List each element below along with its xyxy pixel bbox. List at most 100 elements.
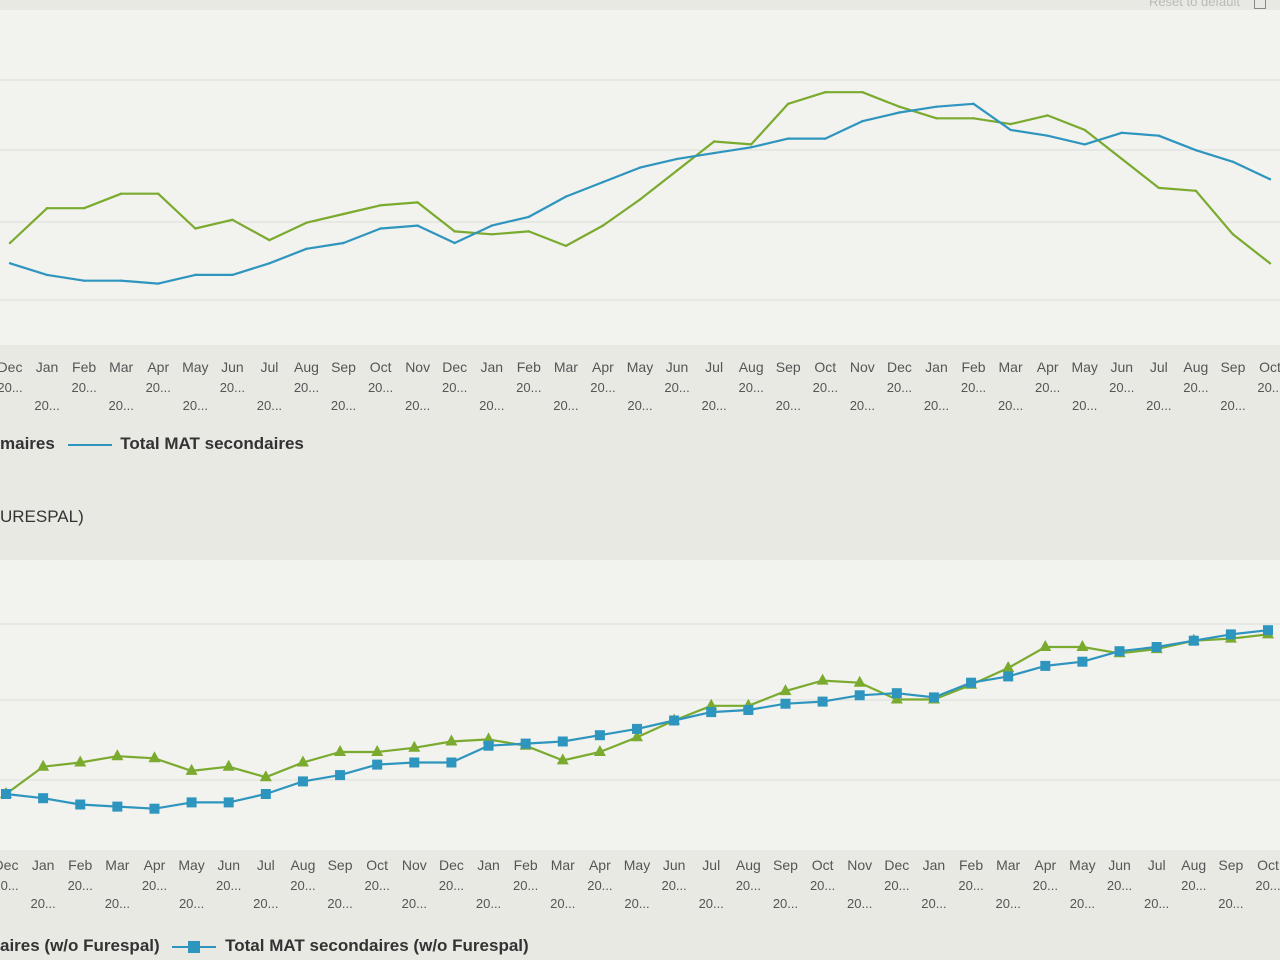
data-point[interactable]	[935, 117, 938, 120]
data-point-triangle[interactable]	[631, 730, 643, 742]
data-point-triangle[interactable]	[816, 673, 829, 685]
data-point[interactable]	[157, 192, 160, 195]
data-point[interactable]	[638, 198, 642, 201]
data-point-triangle[interactable]	[1002, 661, 1015, 672]
data-point[interactable]	[527, 230, 531, 233]
data-point-square[interactable]	[223, 797, 234, 808]
data-point-triangle[interactable]	[222, 759, 235, 771]
data-point[interactable]	[675, 169, 679, 172]
data-point[interactable]	[898, 111, 901, 114]
data-point[interactable]	[1157, 134, 1161, 137]
data-point-square[interactable]	[817, 696, 828, 707]
data-point-triangle[interactable]	[296, 755, 309, 767]
data-point[interactable]	[675, 157, 679, 161]
data-point-square[interactable]	[38, 793, 49, 804]
data-point-square[interactable]	[1225, 629, 1236, 640]
data-point[interactable]	[861, 91, 864, 94]
data-point[interactable]	[194, 273, 197, 277]
data-point-square[interactable]	[1188, 635, 1199, 646]
data-point-square[interactable]	[1003, 671, 1014, 682]
data-point-square[interactable]	[1114, 646, 1125, 657]
data-point[interactable]	[1194, 149, 1198, 152]
data-point[interactable]	[1231, 160, 1235, 163]
reset-to-default-link[interactable]: Reset to default	[1148, 0, 1240, 9]
data-point[interactable]	[157, 282, 160, 285]
data-point-triangle[interactable]	[334, 745, 347, 756]
data-point-square[interactable]	[409, 757, 420, 768]
data-point-triangle[interactable]	[705, 698, 718, 710]
data-point-triangle[interactable]	[482, 732, 495, 744]
data-point-square[interactable]	[780, 698, 791, 709]
data-point-triangle[interactable]	[408, 740, 421, 752]
data-point[interactable]	[712, 140, 716, 143]
data-point[interactable]	[8, 241, 12, 245]
data-point[interactable]	[1194, 189, 1198, 192]
data-point-triangle[interactable]	[779, 684, 792, 696]
data-point-triangle[interactable]	[37, 759, 50, 771]
data-point[interactable]	[119, 192, 123, 195]
data-point-triangle[interactable]	[556, 753, 569, 765]
data-point[interactable]	[601, 224, 605, 227]
data-point[interactable]	[749, 146, 753, 149]
data-point-square[interactable]	[1040, 660, 1051, 671]
data-point[interactable]	[787, 102, 790, 106]
data-point[interactable]	[8, 262, 12, 265]
data-point-square[interactable]	[966, 677, 977, 688]
data-point-square[interactable]	[446, 757, 457, 768]
data-point[interactable]	[787, 137, 790, 140]
data-point-square[interactable]	[297, 776, 308, 787]
data-point[interactable]	[231, 218, 234, 221]
data-point[interactable]	[1268, 178, 1272, 181]
data-point[interactable]	[342, 241, 345, 245]
data-point[interactable]	[45, 273, 49, 277]
data-point-square[interactable]	[706, 707, 717, 718]
data-point[interactable]	[379, 227, 382, 230]
data-point-triangle[interactable]	[185, 763, 198, 775]
data-point[interactable]	[824, 137, 827, 140]
data-point[interactable]	[82, 207, 86, 210]
legend-series-primaires-wo-furespal[interactable]: aires (w/o Furespal)	[0, 936, 160, 955]
data-point[interactable]	[119, 279, 123, 282]
data-point[interactable]	[194, 227, 197, 230]
data-point-square[interactable]	[891, 688, 902, 699]
legend-series-primaires[interactable]: maires	[0, 434, 55, 453]
data-point[interactable]	[305, 221, 308, 224]
data-point[interactable]	[1268, 262, 1272, 265]
data-point-square[interactable]	[594, 730, 605, 741]
legend-series-secondaires-wo-furespal[interactable]: Total MAT secondaires (w/o Furespal)	[225, 936, 529, 955]
data-point[interactable]	[712, 151, 716, 155]
data-point-triangle[interactable]	[259, 770, 272, 782]
data-point[interactable]	[1157, 186, 1161, 190]
data-point[interactable]	[453, 241, 456, 245]
data-point[interactable]	[1046, 114, 1049, 117]
data-point[interactable]	[342, 212, 345, 216]
data-point-square[interactable]	[483, 740, 494, 751]
data-point[interactable]	[601, 180, 605, 184]
data-point[interactable]	[972, 102, 975, 106]
data-point-square[interactable]	[854, 690, 865, 701]
data-point-square[interactable]	[186, 797, 197, 808]
data-point[interactable]	[1083, 128, 1086, 132]
data-point-square[interactable]	[1263, 625, 1273, 636]
data-point-square[interactable]	[632, 723, 642, 734]
legend-series-secondaires[interactable]: Total MAT secondaires	[120, 434, 304, 453]
data-point-square[interactable]	[75, 799, 86, 810]
data-point[interactable]	[824, 91, 827, 94]
data-point[interactable]	[638, 166, 642, 169]
data-point-triangle[interactable]	[445, 734, 458, 746]
data-point-triangle[interactable]	[1076, 640, 1089, 651]
data-point[interactable]	[490, 224, 493, 227]
data-point[interactable]	[268, 262, 271, 265]
data-point-square[interactable]	[743, 705, 754, 715]
data-point[interactable]	[1120, 131, 1123, 134]
data-point[interactable]	[898, 105, 901, 108]
data-point[interactable]	[82, 279, 86, 282]
data-point[interactable]	[1046, 134, 1049, 137]
data-point[interactable]	[935, 105, 938, 108]
data-point[interactable]	[1120, 157, 1123, 161]
data-point[interactable]	[1009, 122, 1012, 126]
data-point-triangle[interactable]	[371, 745, 384, 756]
data-point[interactable]	[490, 233, 493, 236]
data-point-square[interactable]	[557, 736, 568, 747]
bookmark-icon[interactable]	[1254, 0, 1266, 9]
